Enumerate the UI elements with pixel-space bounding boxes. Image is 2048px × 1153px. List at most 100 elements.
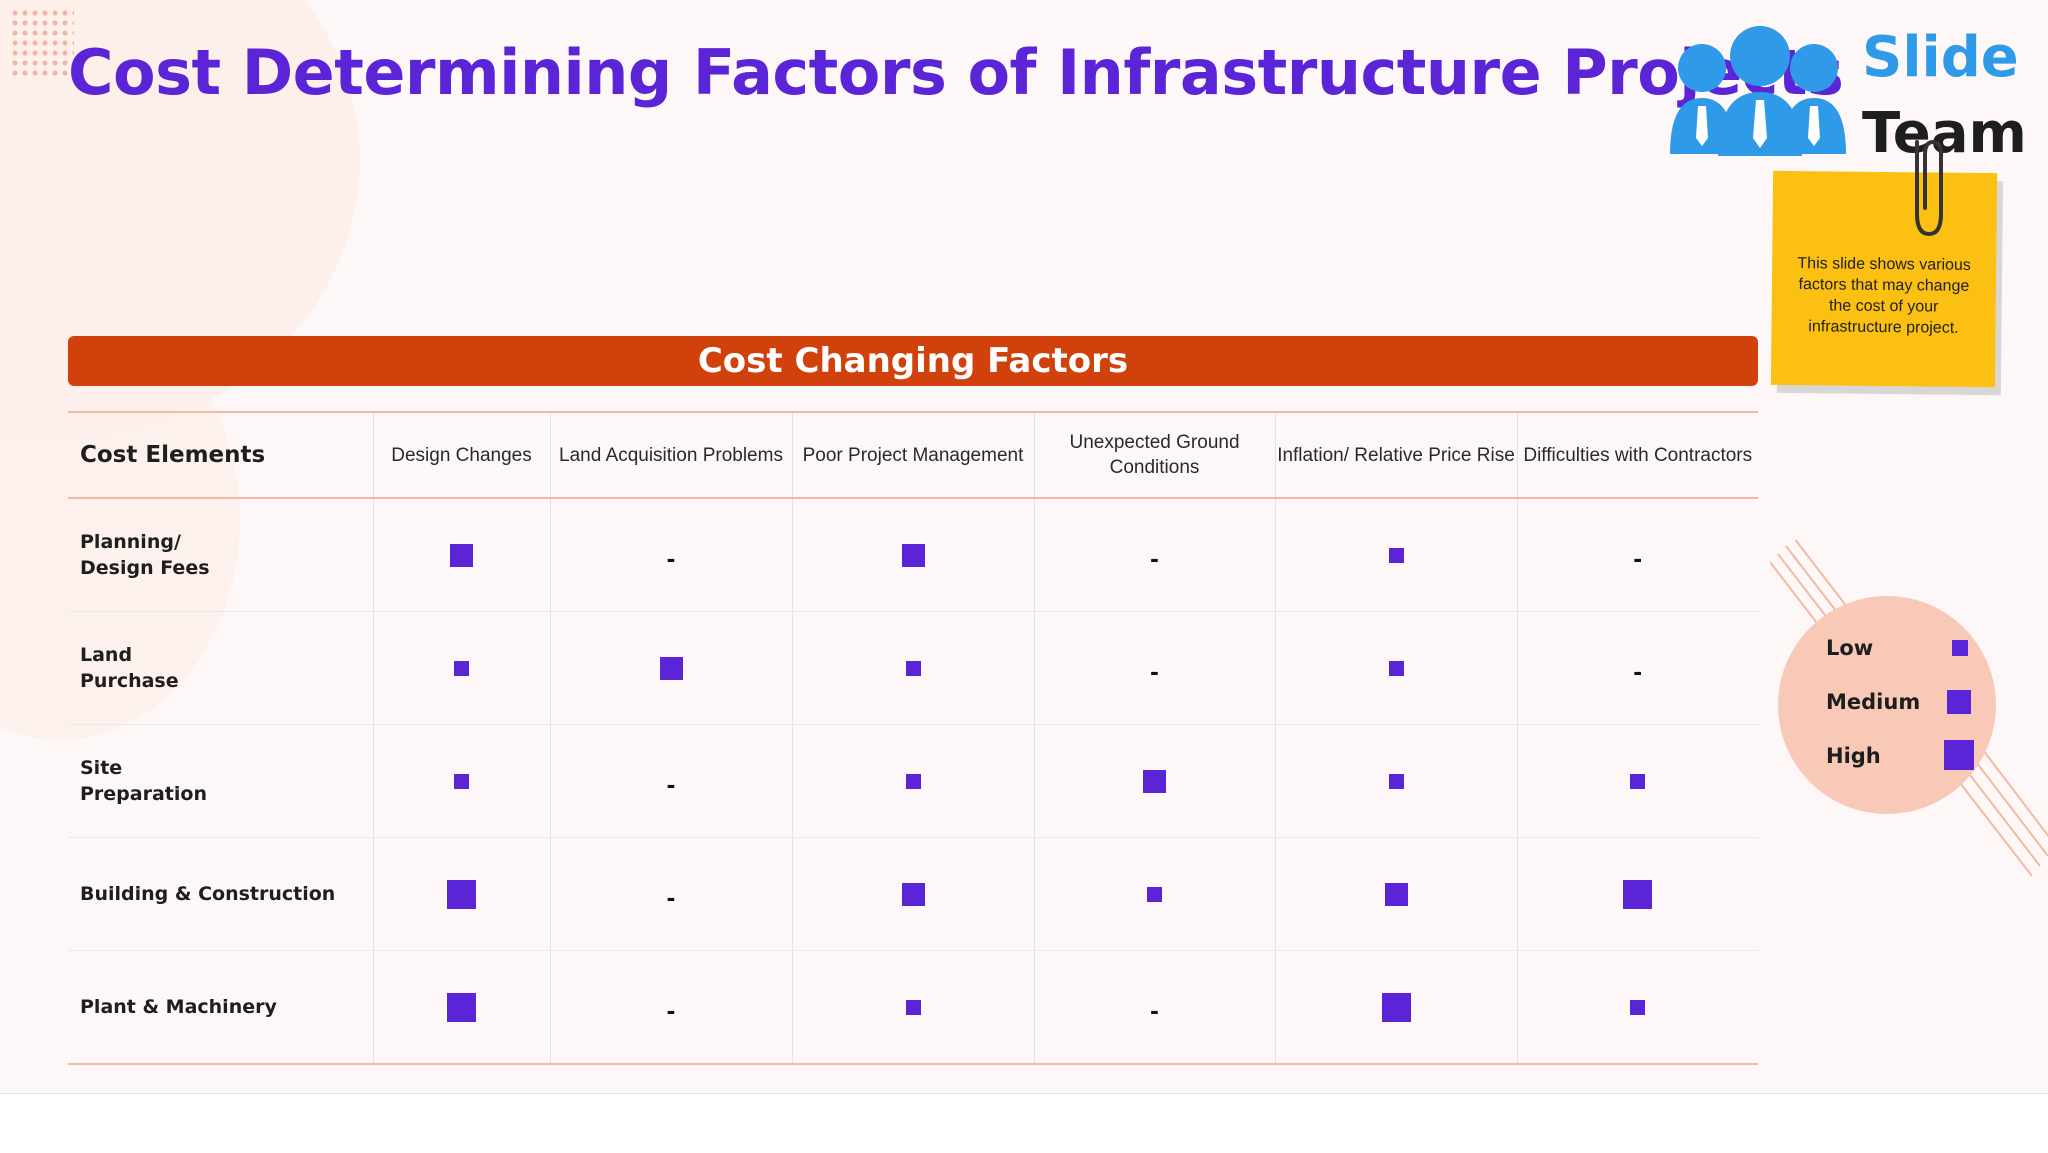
impact-mark-medium: [1384, 882, 1408, 906]
table-row: Site Preparation -: [68, 724, 1758, 838]
table-cell: -: [1516, 498, 1758, 612]
impact-mark-low: [905, 999, 921, 1015]
slide-title: Cost Determining Factors of Infrastructu…: [68, 36, 1844, 109]
table-cell: [372, 950, 550, 1064]
logo-word-slide: Slide: [1862, 25, 2019, 90]
no-impact-dash: -: [666, 882, 676, 912]
legend-label: Low: [1826, 636, 1874, 660]
table-cell: [372, 724, 550, 838]
table-cell: [791, 611, 1034, 725]
row-label: Planning/ Design Fees: [80, 531, 210, 579]
impact-mark-low: [454, 773, 469, 789]
table-cell: [791, 498, 1034, 612]
impact-mark-high: [1381, 992, 1411, 1022]
table-cell: [1274, 950, 1517, 1064]
table-cell: [1516, 950, 1758, 1064]
table-cell: -: [1516, 611, 1758, 725]
impact-mark-low: [905, 660, 921, 676]
impact-mark-medium: [659, 656, 683, 680]
impact-mark-low: [1630, 773, 1646, 789]
section-header-band: Cost Changing Factors: [68, 336, 1758, 386]
bottom-strip: [0, 1093, 2048, 1153]
table-cell: -: [1033, 950, 1275, 1064]
table-cell: [549, 611, 792, 725]
no-impact-dash: -: [666, 995, 676, 1025]
table-row: Planning/ Design Fees - - -: [68, 498, 1758, 612]
table-cell: [791, 837, 1034, 951]
no-impact-dash: -: [666, 543, 676, 573]
table-cell: [791, 950, 1034, 1064]
column-header: Land Acquisition Problems: [549, 412, 792, 499]
row-label: Plant & Machinery: [68, 950, 373, 1064]
table-cell: [372, 611, 550, 725]
table-cell: [372, 498, 550, 612]
legend-label: Medium: [1826, 690, 1921, 714]
slide: Cost Determining Factors of Infrastructu…: [0, 0, 2048, 1065]
table-cell: -: [549, 498, 792, 612]
row-label: Land Purchase: [68, 611, 373, 725]
impact-mark-medium: [450, 543, 473, 567]
impact-mark-low: [905, 773, 921, 789]
table-cell: -: [549, 837, 792, 951]
impact-mark-low: [1630, 999, 1646, 1015]
sticky-note: This slide shows various factors that ma…: [1770, 170, 1998, 388]
legend-swatch-high: [1944, 740, 1974, 770]
column-header: Inflation/ Relative Price Rise: [1274, 412, 1517, 499]
table-cell: [372, 837, 550, 951]
impact-mark-medium: [901, 543, 925, 567]
row-label: Site Preparation: [68, 724, 373, 838]
table-cell: [791, 724, 1034, 838]
table-cell: [1274, 724, 1517, 838]
column-header: Design Changes: [372, 412, 550, 499]
no-impact-dash: -: [1150, 543, 1159, 573]
legend-item-high: High: [1826, 740, 1976, 772]
table-cell: [1516, 837, 1758, 951]
paperclip-icon: [1915, 139, 1943, 237]
impact-mark-low: [1388, 547, 1404, 563]
impact-mark-low: [454, 660, 469, 676]
table-cell: -: [549, 950, 792, 1064]
no-impact-dash: -: [1633, 656, 1643, 686]
column-header: Difficulties with Contractors: [1516, 412, 1758, 499]
table-row: Land Purchase - -: [68, 611, 1758, 725]
column-header: Unexpected Ground Conditions: [1033, 412, 1275, 499]
no-impact-dash: -: [1633, 543, 1643, 573]
impact-mark-low: [1388, 660, 1404, 676]
legend-swatch-low: [1952, 640, 1968, 656]
table-cell: [1274, 498, 1517, 612]
impact-mark-high: [447, 992, 476, 1022]
table-cell: -: [549, 724, 792, 838]
legend: Low Medium High: [1778, 596, 1996, 814]
row-label: Building & Construction: [68, 837, 373, 951]
slideteam-logo-icon: [1670, 26, 1846, 156]
impact-mark-high: [1623, 879, 1653, 909]
no-impact-dash: -: [1150, 656, 1159, 686]
sticky-note-text: This slide shows various factors that ma…: [1797, 255, 1971, 337]
impact-mark-high: [447, 879, 476, 909]
table-cell: [1274, 611, 1517, 725]
no-impact-dash: -: [666, 769, 676, 799]
table-row: Plant & Machinery - -: [68, 950, 1758, 1064]
no-impact-dash: -: [1150, 995, 1159, 1025]
legend-swatch-medium: [1947, 690, 1971, 714]
table-cell: [1033, 724, 1275, 838]
table-cell: -: [1033, 498, 1275, 612]
legend-item-low: Low: [1826, 634, 1976, 664]
impact-mark-medium: [1143, 769, 1166, 793]
cost-factor-table: Cost Elements Design Changes Land Acquis…: [68, 411, 1758, 1065]
table-header-row: Cost Elements Design Changes Land Acquis…: [68, 412, 1758, 499]
table-cell: -: [1033, 611, 1275, 725]
column-header-cost-elements: Cost Elements: [68, 412, 373, 499]
dot-pattern-decoration: [10, 8, 74, 78]
impact-mark-low: [1147, 886, 1162, 902]
impact-mark-medium: [901, 882, 925, 906]
logo-word-team: Team: [1862, 101, 2027, 166]
table-cell: [1033, 837, 1275, 951]
legend-item-medium: Medium: [1826, 688, 1976, 718]
impact-mark-low: [1388, 773, 1404, 789]
table-cell: [1274, 837, 1517, 951]
table-row: Building & Construction -: [68, 837, 1758, 951]
column-header: Poor Project Management: [791, 412, 1034, 499]
table-cell: [1516, 724, 1758, 838]
legend-label: High: [1826, 744, 1881, 768]
